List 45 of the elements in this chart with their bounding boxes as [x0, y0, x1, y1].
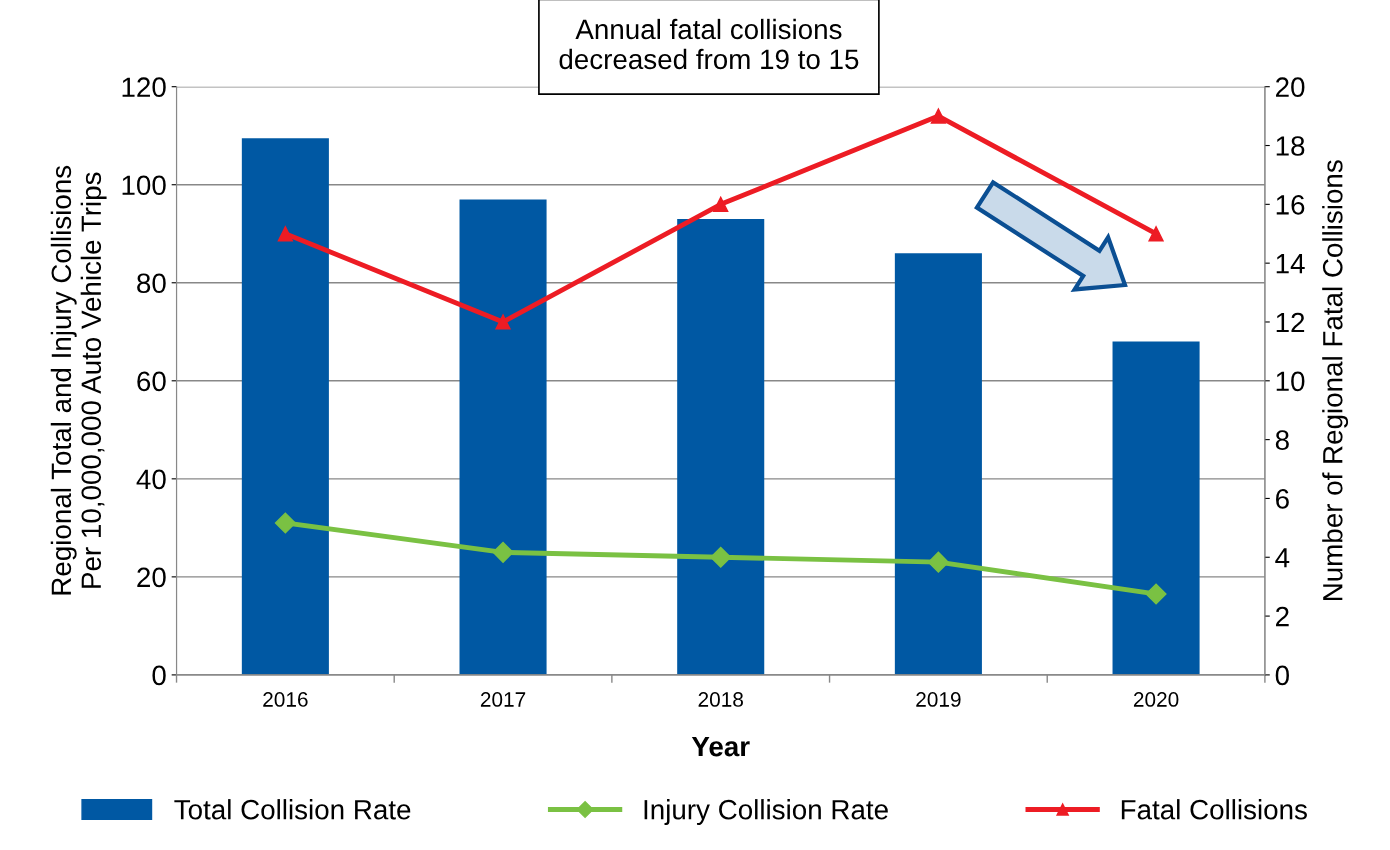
x-tick-label: 2016	[263, 692, 308, 707]
y2-tick-label: 6	[1276, 489, 1289, 509]
legend-label: Fatal Collisions	[1121, 799, 1307, 820]
y2-tick-label: 2	[1276, 606, 1289, 627]
x-tick-label: 2020	[1133, 692, 1179, 707]
x-tick-label: 2019	[916, 692, 961, 707]
y-tick-label: 0	[152, 665, 166, 686]
x-axis-title: Year	[691, 737, 750, 757]
bar	[677, 219, 765, 675]
legend-label: Total Collision Rate	[174, 799, 411, 820]
bar	[1112, 341, 1200, 675]
point	[492, 541, 514, 563]
y2-tick-label: 16	[1276, 195, 1305, 215]
point	[277, 226, 294, 242]
point	[495, 314, 511, 330]
x-tick-label: 2018	[698, 692, 743, 707]
y2-tick-label: 8	[1275, 430, 1289, 450]
y-tick-label: 120	[122, 77, 166, 98]
x-tick-label: 2017	[480, 692, 526, 707]
point	[274, 512, 296, 534]
point	[710, 546, 732, 568]
y2-tick-label: 10	[1276, 371, 1305, 392]
y2-tick-label: 18	[1276, 136, 1305, 156]
y-tick-label: 20	[137, 567, 166, 588]
point	[1145, 583, 1167, 605]
bar	[459, 199, 547, 675]
y2-tick-label: 4	[1275, 548, 1290, 568]
y2-tick-label: 14	[1276, 254, 1305, 274]
y-tick-label: 60	[137, 371, 166, 392]
y2-tick-label: 0	[1275, 665, 1289, 686]
legend-label: Injury Collision Rate	[644, 799, 888, 825]
y2-axis-title: Number of Regional Fatal Collisions	[1322, 160, 1349, 601]
y2-tick-label: 12	[1276, 312, 1305, 333]
point	[1148, 226, 1164, 242]
y-tick-label: 80	[137, 273, 166, 294]
point	[713, 196, 729, 212]
bar	[894, 253, 982, 675]
y2-tick-label: 20	[1276, 77, 1305, 98]
y-tick-label: 100	[122, 175, 166, 196]
point	[927, 551, 949, 573]
y-tick-label: 40	[136, 469, 166, 490]
point	[930, 108, 947, 124]
y-axis-title: Regional Total and Injury Collisions Per 10,000,000 Auto Vehicle Trips	[50, 165, 107, 595]
bar	[241, 138, 329, 675]
text: Annual fatal collisions decreased from 19 to 15	[559, 18, 859, 70]
